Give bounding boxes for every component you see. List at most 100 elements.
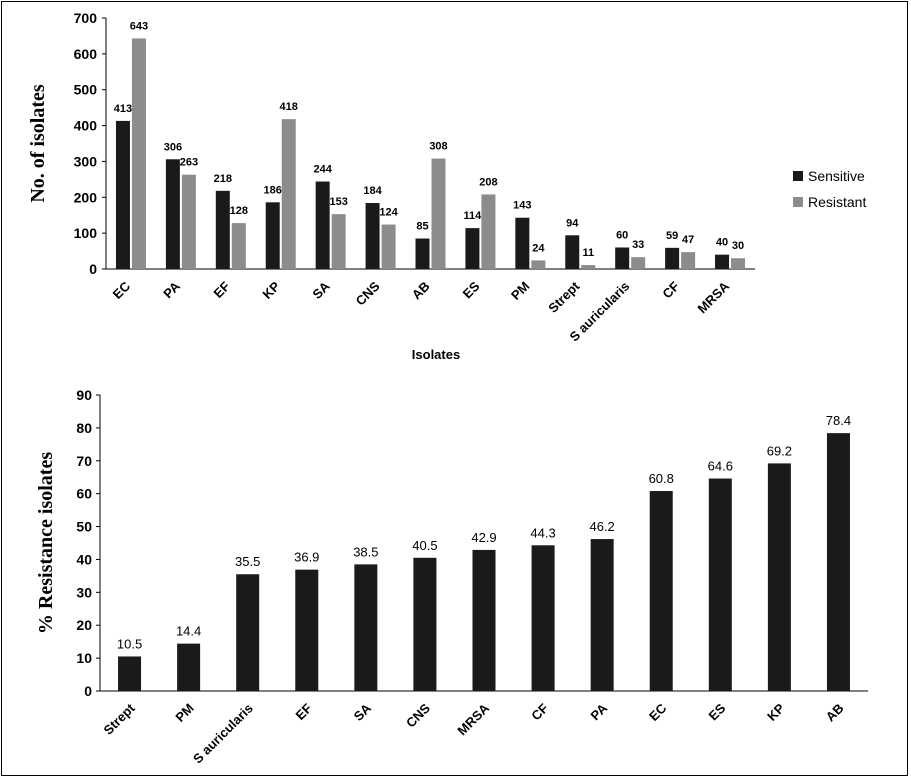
bar-resistance [767, 463, 791, 691]
bar-resistance [354, 564, 378, 691]
data-label: 308 [429, 141, 447, 153]
y-tick-label: 40 [76, 551, 92, 567]
data-label: 10.5 [117, 636, 142, 651]
bar-resistant [281, 119, 296, 269]
y-tick-label: 500 [74, 82, 98, 98]
data-label: 124 [379, 207, 398, 219]
data-label: 69.2 [767, 443, 792, 458]
y-tick-label: 0 [84, 683, 92, 699]
bar-resistant [231, 223, 246, 269]
y-tick-label: 700 [74, 10, 98, 26]
x-category-label: EF [211, 278, 233, 300]
x-category-label: CNS [353, 278, 383, 308]
x-category-label: PM [172, 701, 196, 725]
x-category-label: CNS [403, 700, 433, 730]
data-label: 60.8 [649, 471, 674, 486]
bar-sensitive [715, 254, 730, 269]
bar-resistance [413, 557, 437, 691]
y-tick-label: 30 [76, 584, 92, 600]
bar-resistance [118, 656, 142, 691]
data-label: 59 [666, 230, 678, 242]
data-label: 40.5 [412, 538, 437, 553]
x-category-label: MRSA [454, 700, 492, 738]
x-category-label: EC [110, 278, 134, 302]
data-label: 35.5 [235, 554, 260, 569]
bar-resistant [581, 265, 596, 269]
bar-resistance [236, 574, 260, 691]
data-label: 85 [416, 221, 428, 233]
y-tick-label: 80 [76, 420, 92, 436]
bar-resistant [531, 260, 546, 269]
bar-sensitive [465, 228, 480, 269]
bar-resistant [481, 194, 496, 269]
bar-resistant [681, 252, 696, 269]
data-label: 218 [214, 173, 232, 185]
bar-sensitive [665, 247, 680, 269]
data-label: 114 [464, 210, 483, 222]
x-axis-title: Isolates [412, 347, 460, 362]
y-tick-label: 0 [89, 261, 97, 277]
bar-resistant [131, 38, 146, 270]
y-tick-label: 400 [74, 118, 98, 134]
data-label: 153 [329, 196, 347, 208]
bar-sensitive [115, 120, 130, 269]
x-category-label: KP [259, 278, 283, 302]
data-label: 208 [479, 176, 497, 188]
data-label: 186 [264, 184, 282, 196]
x-category-label: EC [646, 700, 670, 724]
data-label: 47 [682, 234, 694, 246]
data-label: 38.5 [353, 544, 378, 559]
bar-resistant [381, 224, 396, 269]
bar-sensitive [215, 190, 230, 269]
resistance-bar-chart: 0 10 20 30 40 50 60 70 80 90 10.5 Strept 14.4 PM 35.5 S… [35, 387, 868, 766]
bar-sensitive [315, 181, 330, 269]
data-label: 11 [582, 247, 594, 259]
bar-sensitive [415, 238, 430, 269]
y-tick-label: 90 [76, 387, 92, 403]
x-category-label: CF [528, 700, 551, 723]
y-tick-label: 600 [74, 46, 98, 62]
data-label: 44.3 [530, 525, 555, 540]
bar-sensitive [515, 217, 530, 269]
y-tick-label: 100 [74, 225, 98, 241]
data-label: 42.9 [471, 530, 496, 545]
bar-resistant [431, 158, 446, 269]
data-label: 306 [164, 141, 182, 153]
bar-resistance [472, 549, 496, 691]
y-tick-label: 50 [76, 519, 92, 535]
y-tick-label: 10 [76, 650, 92, 666]
data-label: 33 [632, 239, 644, 251]
y-tick-label: 200 [74, 189, 98, 205]
data-label: 418 [280, 101, 298, 113]
bar-sensitive [365, 203, 380, 269]
data-label: 263 [180, 157, 198, 169]
bar-resistance [649, 491, 673, 691]
x-category-label: AB [823, 701, 847, 725]
data-label: 46.2 [589, 519, 614, 534]
bar-resistant [631, 257, 646, 269]
data-label: 643 [130, 20, 148, 32]
bar-resistant [331, 214, 346, 269]
bar-resistance [295, 569, 319, 691]
x-category-label: PA [588, 700, 611, 723]
y-tick-label: 70 [76, 453, 92, 469]
bar-resistant [731, 258, 746, 269]
y-axis-title: % Resistance isolates [35, 452, 57, 634]
x-category-label: SA [309, 278, 333, 302]
data-label: 14.4 [176, 624, 201, 639]
x-category-label: CF [659, 278, 682, 301]
bar-sensitive [165, 159, 180, 269]
legend-label-resistant: Resistant [808, 194, 866, 210]
data-label: 24 [532, 242, 545, 254]
x-category-label: ES [460, 278, 483, 301]
data-label: 30 [732, 240, 744, 252]
bar-resistance [826, 433, 850, 691]
x-category-label: Strept [100, 700, 138, 738]
legend-label-sensitive: Sensitive [808, 168, 865, 184]
data-label: 60 [616, 229, 628, 241]
x-category-label: PA [160, 278, 183, 301]
data-label: 40 [716, 237, 728, 249]
data-label: 64.6 [708, 459, 733, 474]
data-label: 94 [566, 217, 579, 229]
